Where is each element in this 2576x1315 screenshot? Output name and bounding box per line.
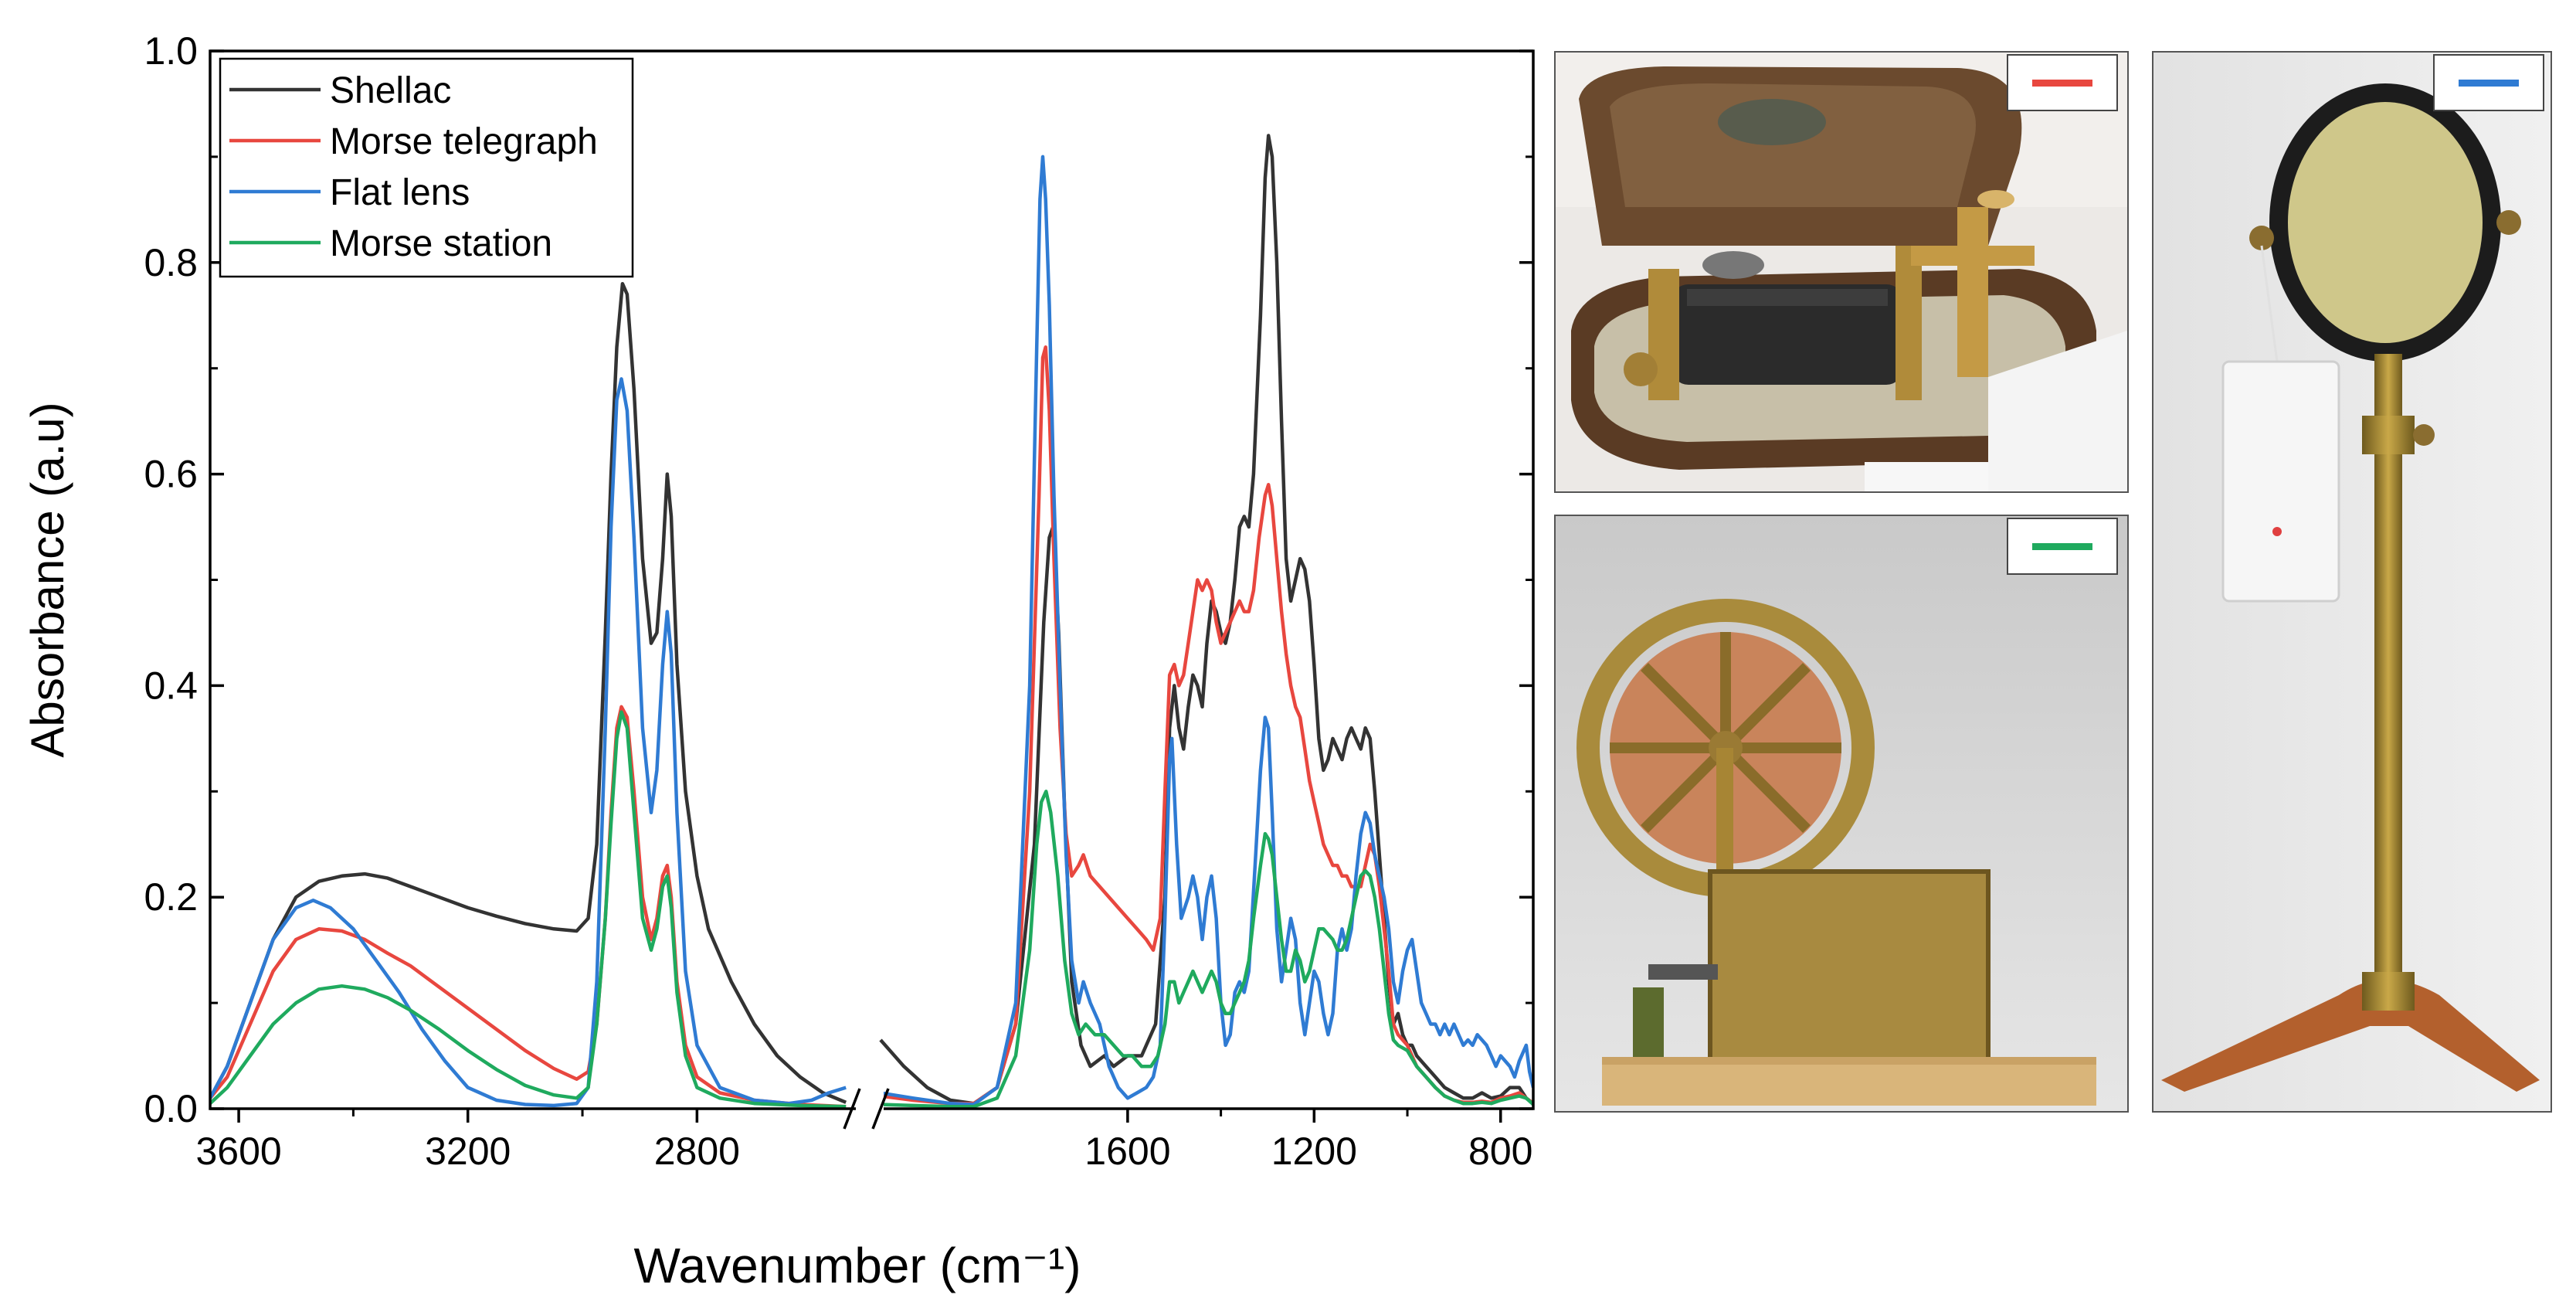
y-tick-label: 0.2: [144, 875, 198, 919]
x-tick-label: 1200: [1271, 1130, 1357, 1173]
legend-swatch-blue: [2458, 80, 2520, 87]
x-tick-label: 3200: [425, 1130, 511, 1173]
legend-label: Shellac: [330, 70, 451, 111]
y-tick-label: 0.6: [144, 453, 198, 496]
legend-chip-morse-telegraph: [2007, 54, 2118, 111]
series-line-3-segment-0: [210, 710, 847, 1109]
y-tick-label: 0.8: [144, 241, 198, 284]
series-line-1-segment-0: [210, 705, 847, 1109]
series-line-2-segment-0: [210, 377, 847, 1108]
y-tick-label: 0.0: [144, 1087, 198, 1130]
axis-break-gap: [856, 1086, 884, 1132]
axis-break-mark: [871, 1088, 890, 1130]
series-line-1-segment-1: [880, 345, 1533, 1106]
x-tick-label: 800: [1468, 1130, 1532, 1173]
legend-label: Flat lens: [330, 172, 470, 213]
legend-swatch-green: [2031, 543, 2093, 550]
legend-box: [219, 57, 634, 278]
legend-chip-morse-station: [2007, 518, 2118, 575]
x-tick-label: 1600: [1084, 1130, 1170, 1173]
axis-break-mark: [843, 1088, 861, 1130]
y-tick-label: 1.0: [144, 29, 198, 73]
x-tick-label: 3600: [195, 1130, 281, 1173]
legend-label: Morse telegraph: [330, 121, 598, 162]
x-axis-title: Wavenumber (cm⁻¹): [633, 1238, 1081, 1293]
series-line-0-segment-0: [210, 281, 847, 1104]
photo-morse-telegraph: [1554, 51, 2129, 493]
series-line-2-segment-1: [880, 155, 1533, 1106]
y-axis-title: Absorbance (a.u): [22, 402, 73, 757]
series-line-0-segment-1: [879, 134, 1533, 1106]
y-tick-label: 0.4: [144, 664, 198, 707]
legend-swatch-red: [2031, 80, 2093, 87]
legend-chip-flat-lens: [2433, 54, 2544, 111]
photo-flat-lens: [2152, 51, 2552, 1113]
legend-label: Morse station: [330, 223, 552, 264]
photo-morse-station: [1554, 515, 2129, 1113]
x-tick-label: 2800: [654, 1130, 740, 1173]
series-line-3-segment-1: [880, 790, 1533, 1109]
